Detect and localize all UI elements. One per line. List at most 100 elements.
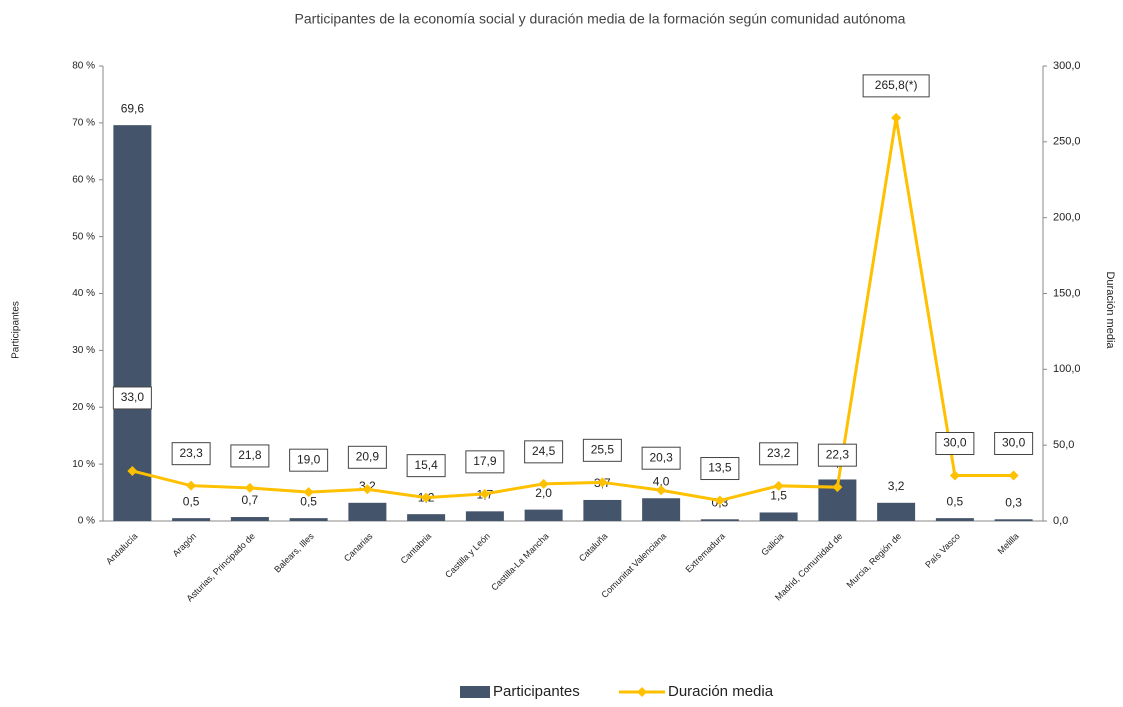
- line-value-label: 30,0: [1002, 436, 1026, 450]
- legend-label: Duración media: [668, 683, 774, 700]
- x-tick-label: Galicia: [759, 531, 786, 558]
- line-value-label: 265,8(*): [875, 78, 918, 92]
- line-marker: [714, 495, 725, 506]
- x-tick-label: Asturias, Principado de: [184, 531, 257, 604]
- bar-value-label: 0,5: [183, 494, 200, 508]
- line-value-box: [289, 448, 329, 472]
- y-axis-title: Participantes: [11, 301, 22, 359]
- line-marker: [186, 480, 197, 491]
- x-tick-label: Cantabria: [399, 531, 434, 566]
- line-value-box: [817, 443, 857, 467]
- y-tick-label: 70 %: [72, 118, 95, 129]
- line-value-label: 13,5: [708, 461, 732, 475]
- y2-tick-label: 100,0: [1053, 363, 1081, 375]
- line-value-box: [112, 386, 152, 410]
- legend-label: Participantes: [493, 683, 580, 700]
- line-marker: [949, 470, 960, 481]
- line-value-label: 25,5: [591, 442, 615, 456]
- bar: [877, 502, 916, 521]
- legend-swatch: [460, 686, 490, 698]
- bar-value-label: 4,0: [653, 474, 670, 488]
- line-value-box: [230, 444, 270, 468]
- line-marker: [362, 484, 373, 495]
- x-tick-label: Canarias: [342, 531, 375, 564]
- line-value-label: 21,8: [238, 448, 262, 462]
- bar: [113, 125, 152, 522]
- y-tick-label: 10 %: [72, 459, 95, 470]
- bar: [348, 502, 387, 521]
- x-tick-label: Aragón: [171, 531, 199, 559]
- x-tick-label: Andalucía: [104, 531, 139, 566]
- line-marker: [832, 482, 843, 493]
- line-marker: [127, 465, 138, 476]
- y-tick-label: 80 %: [72, 61, 95, 72]
- y2-tick-label: 250,0: [1053, 136, 1081, 148]
- line-value-label: 17,9: [473, 454, 497, 468]
- line-marker: [891, 112, 902, 123]
- line-value-box: [641, 446, 681, 470]
- line-marker: [656, 485, 667, 496]
- line-value-label: 20,3: [649, 450, 673, 464]
- bar: [759, 512, 798, 521]
- line-value-label: 24,5: [532, 444, 556, 458]
- bar: [465, 511, 504, 521]
- line-value-box: [406, 454, 446, 478]
- line-marker: [538, 478, 549, 489]
- x-tick-label: Comunitat Valenciana: [599, 531, 668, 600]
- bar-value-label: 3,2: [888, 479, 905, 493]
- line-value-box: [862, 74, 930, 98]
- line-value-box: [582, 438, 622, 462]
- line-value-box: [700, 457, 740, 481]
- y2-tick-label: 150,0: [1053, 287, 1081, 299]
- y-tick-label: 0 %: [78, 516, 95, 527]
- line-marker: [1008, 470, 1019, 481]
- x-tick-label: Balears, Illes: [272, 531, 316, 575]
- line-value-label: 19,0: [297, 452, 321, 466]
- x-tick-label: Cataluña: [577, 531, 610, 564]
- bar: [407, 514, 446, 521]
- x-tick-label: Murcia, Región de: [844, 531, 903, 590]
- line-value-box: [171, 442, 211, 466]
- line-value-box: [935, 432, 975, 455]
- line-value-box: [465, 450, 505, 474]
- bar: [289, 518, 328, 521]
- line-marker: [479, 488, 490, 499]
- line-value-label: 20,9: [356, 449, 380, 463]
- y-tick-label: 60 %: [72, 174, 95, 185]
- bar: [935, 518, 974, 521]
- line-value-label: 30,0: [943, 436, 967, 450]
- bar: [172, 518, 211, 521]
- bar-value-label: 0,5: [300, 494, 317, 508]
- bar: [583, 499, 622, 521]
- bar-value-label: 0,7: [242, 493, 259, 507]
- x-tick-label: Castilla y León: [443, 531, 492, 580]
- line-value-label: 33,0: [121, 390, 145, 404]
- line: [132, 117, 1014, 503]
- line-value-box: [524, 440, 564, 464]
- bar: [700, 519, 739, 521]
- bar-value-label: 69,6: [121, 101, 145, 115]
- bar-value-label: 0,3: [1005, 495, 1022, 509]
- x-tick-label: Extremadura: [683, 531, 727, 575]
- y2-axis-title: Duración media: [1104, 271, 1116, 349]
- line-marker: [773, 480, 784, 491]
- y2-tick-label: 300,0: [1053, 60, 1081, 72]
- x-tick-label: País Vasco: [923, 531, 962, 570]
- y2-tick-label: 50,0: [1053, 439, 1074, 451]
- bar: [642, 498, 681, 521]
- line-value-box: [759, 442, 799, 466]
- y-tick-label: 20 %: [72, 402, 95, 413]
- bar-value-label: 1,5: [770, 489, 787, 503]
- y-tick-label: 40 %: [72, 288, 95, 299]
- bar: [524, 509, 563, 521]
- bar-value-label: 2,0: [535, 486, 552, 500]
- line-marker: [303, 487, 314, 498]
- line-value-label: 15,4: [414, 458, 438, 472]
- line-value-box: [994, 432, 1034, 455]
- bar-value-label: 0,5: [947, 494, 964, 508]
- line-value-label: 23,3: [179, 446, 203, 460]
- line-value-box: [347, 445, 387, 469]
- line-marker: [421, 492, 432, 503]
- line-value-label: 23,2: [767, 446, 791, 460]
